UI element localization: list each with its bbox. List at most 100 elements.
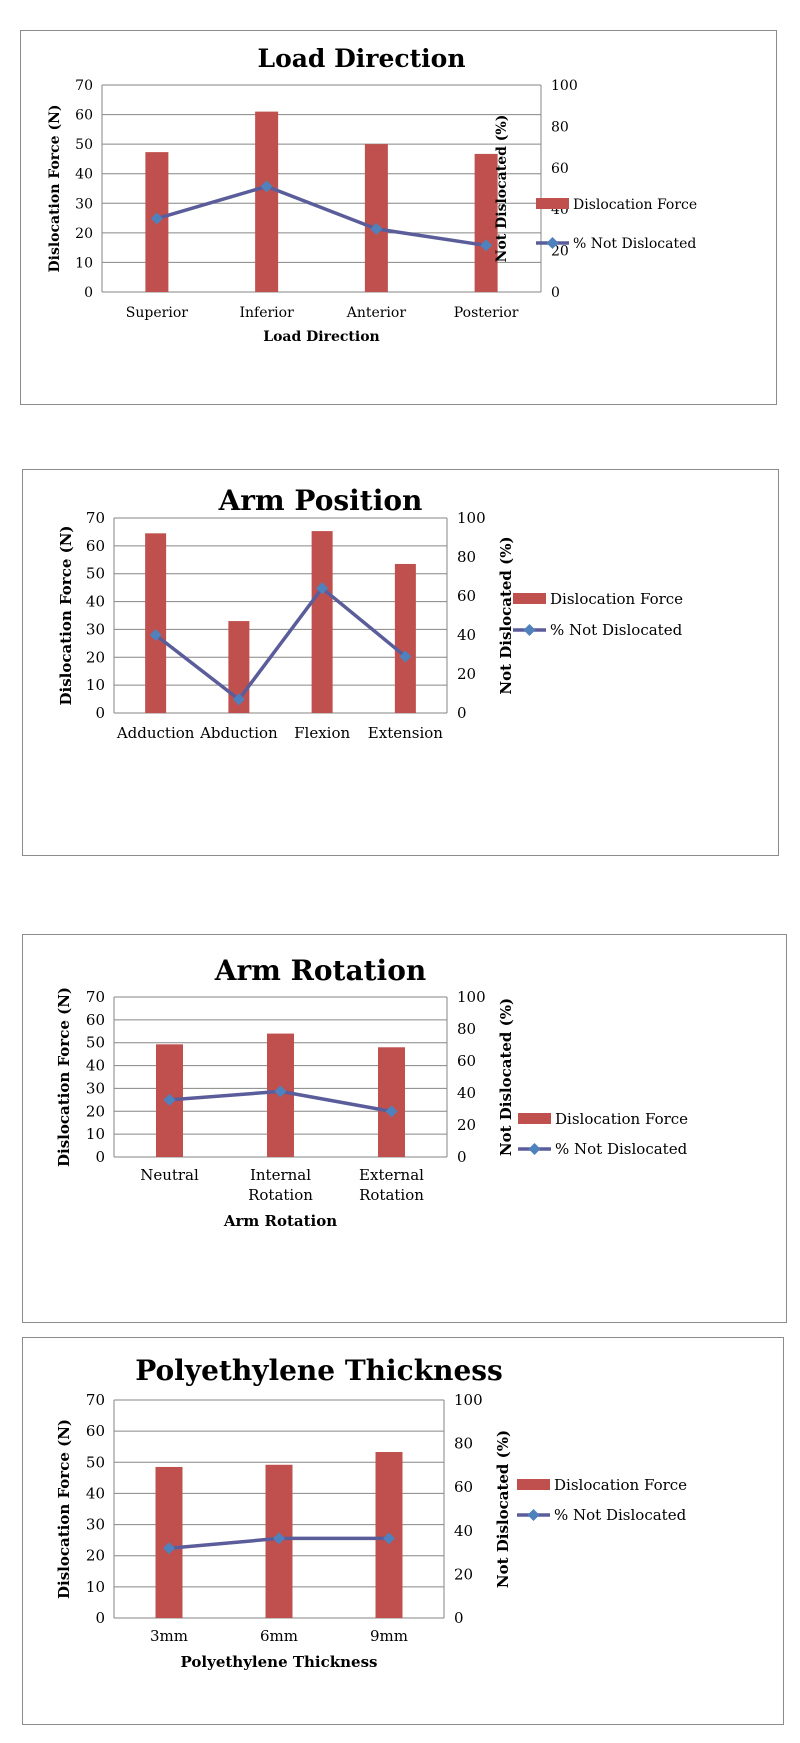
bar-dislocation-force — [311, 531, 333, 713]
bar-dislocation-force — [255, 111, 279, 292]
y-tick-label: 40 — [75, 167, 93, 183]
y-tick-label: 30 — [75, 196, 93, 212]
legend-label-dislocation-force: Dislocation Force — [554, 1476, 687, 1494]
y-tick-label: 70 — [86, 988, 105, 1006]
legend: Dislocation Force % Not Dislocated — [517, 1476, 687, 1524]
chart-panel-arm-rotation: Arm Rotation 0 10 20 30 40 50 60 70 0 20 40 60 80 100 N… — [22, 934, 787, 1323]
y-axis-label: Dislocation Force (N) — [55, 987, 73, 1167]
y-tick-label: 10 — [75, 255, 93, 271]
y2-tick-label: 100 — [457, 988, 486, 1006]
x-axis-label: Arm Rotation — [223, 1212, 337, 1230]
x-tick-label: 3mm — [150, 1627, 188, 1645]
x-tick-label: Posterior — [454, 305, 519, 321]
line-not-dislocated — [154, 586, 407, 702]
x-tick-label: Abduction — [199, 724, 278, 742]
y-tick-label: 40 — [86, 1484, 105, 1502]
line-marker — [274, 1085, 287, 1098]
legend: Dislocation Force % Not Dislocated — [536, 197, 697, 252]
y-tick-label: 10 — [86, 676, 105, 694]
chart-title: Arm Position — [218, 484, 423, 517]
bar-dislocation-force — [378, 1047, 405, 1157]
y-tick-label: 30 — [86, 1079, 105, 1097]
y2-tick-label: 80 — [454, 1435, 473, 1453]
legend: Dislocation Force % Not Dislocated — [518, 1110, 688, 1158]
chart-title: Load Direction — [257, 44, 465, 73]
legend-marker — [527, 1509, 540, 1521]
y-tick-label: 20 — [86, 1102, 105, 1120]
x-axis-label: Polyethylene Thickness — [181, 1653, 378, 1671]
y-tick-label: 70 — [75, 78, 93, 94]
y2-tick-label: 40 — [457, 1084, 476, 1102]
x-tick-label: Rotation — [359, 1186, 424, 1204]
y2-tick-label: 40 — [454, 1522, 473, 1540]
line-marker — [163, 1093, 176, 1106]
y2-axis-label: Not Dislocated (%) — [497, 536, 515, 694]
y2-axis-label: Not Dislocated (%) — [497, 998, 515, 1156]
x-tick-label: Internal — [250, 1166, 311, 1184]
y-axis-label: Dislocation Force (N) — [57, 525, 75, 705]
y-tick-label: 30 — [86, 1516, 105, 1534]
chart-panel-load-direction: Load Direction 0 10 20 30 40 50 60 70 0 20 40 60 80 10… — [20, 30, 777, 405]
y2-tick-label: 0 — [551, 285, 560, 301]
y-tick-label: 0 — [95, 1609, 105, 1627]
y-tick-label: 0 — [95, 704, 105, 722]
chart-title: Arm Rotation — [214, 954, 426, 987]
x-tick-label: 9mm — [370, 1627, 408, 1645]
y-tick-label: 20 — [86, 648, 105, 666]
line-marker — [383, 1532, 395, 1545]
chart-panel-arm-position: Arm Position 0 10 20 30 40 50 60 70 0 20 40 60 80 100 A… — [22, 469, 779, 856]
x-axis-label: Load Direction — [263, 329, 379, 345]
y-tick-label: 60 — [86, 537, 105, 555]
line-marker — [385, 1105, 398, 1118]
bar-dislocation-force — [145, 533, 167, 713]
x-tick-label: Adduction — [116, 724, 195, 742]
x-tick-label: Superior — [126, 305, 188, 321]
y-tick-label: 70 — [86, 1391, 105, 1409]
y-tick-label: 50 — [86, 565, 105, 583]
x-tick-label: 6mm — [260, 1627, 298, 1645]
line-marker — [370, 222, 383, 235]
y-tick-label: 0 — [95, 1148, 105, 1166]
y2-tick-label: 0 — [457, 704, 467, 722]
bar-dislocation-force — [364, 144, 388, 292]
x-tick-label: Anterior — [346, 305, 407, 321]
chart-panel-polyethylene-thickness: Polyethylene Thickness 0 10 20 30 40 50 60 70 0 20… — [22, 1337, 784, 1725]
x-tick-label: External — [359, 1166, 424, 1184]
y2-tick-label: 0 — [454, 1609, 464, 1627]
y-tick-label: 30 — [86, 620, 105, 638]
y2-axis-label: Not Dislocated (%) — [494, 1430, 512, 1588]
line-marker — [273, 1532, 285, 1545]
legend-label-dislocation-force: Dislocation Force — [550, 590, 683, 608]
legend-label-not-dislocated: % Not Dislocated — [573, 236, 696, 252]
y-tick-label: 40 — [86, 593, 105, 611]
y2-tick-label: 60 — [454, 1478, 473, 1496]
y-tick-label: 20 — [86, 1547, 105, 1565]
y2-tick-label: 80 — [457, 548, 476, 566]
legend-label-not-dislocated: % Not Dislocated — [550, 621, 683, 639]
y-tick-label: 60 — [75, 108, 93, 124]
line-marker — [260, 180, 273, 193]
bar-dislocation-force — [394, 563, 416, 713]
legend-label-not-dislocated: % Not Dislocated — [554, 1506, 687, 1524]
y-axis-label: Dislocation Force (N) — [47, 104, 63, 272]
y2-axis-label: Not Dislocated (%) — [494, 115, 510, 263]
line-marker — [480, 239, 493, 252]
y-tick-label: 10 — [86, 1578, 105, 1596]
y2-tick-label: 80 — [457, 1020, 476, 1038]
y-tick-label: 40 — [86, 1057, 105, 1075]
y2-tick-label: 0 — [457, 1148, 467, 1166]
legend-marker — [546, 237, 559, 249]
y-tick-label: 0 — [84, 285, 93, 301]
y2-tick-label: 60 — [457, 587, 476, 605]
y2-tick-label: 100 — [457, 509, 486, 527]
x-tick-label: Inferior — [239, 305, 294, 321]
y2-tick-label: 60 — [457, 1052, 476, 1070]
x-tick-label: Rotation — [248, 1186, 313, 1204]
chart-arm-rotation: Arm Rotation 0 10 20 30 40 50 60 70 0 20 40 60 80 100 N… — [55, 954, 688, 1230]
y2-tick-label: 20 — [457, 665, 476, 683]
chart-title: Polyethylene Thickness — [135, 1354, 503, 1387]
line-marker — [149, 629, 162, 641]
bar-dislocation-force — [474, 153, 498, 292]
legend-marker — [523, 624, 536, 636]
y2-tick-label: 20 — [551, 244, 569, 260]
